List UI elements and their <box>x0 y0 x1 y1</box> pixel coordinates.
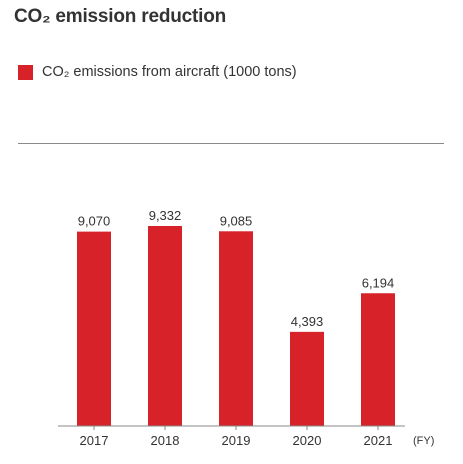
legend: CO₂ emissions from aircraft (1000 tons) <box>18 64 297 80</box>
bar-2018 <box>148 226 182 426</box>
bars: 9,070 9,332 9,085 4,393 6,194 <box>77 208 395 426</box>
bar-2020 <box>290 331 324 426</box>
x-tick-label-2018: 2018 <box>151 433 180 448</box>
chart-title: CO₂ emission reduction <box>14 6 227 27</box>
x-axis-ticks <box>93 426 379 430</box>
x-tick-label-2017: 2017 <box>80 433 109 448</box>
x-tick-label-2020: 2020 <box>293 433 322 448</box>
bar-2019 <box>219 231 253 426</box>
data-label-2018: 9,332 <box>149 208 182 223</box>
x-axis-labels: 2017 2018 2019 2020 2021 <box>80 433 393 448</box>
data-label-2017: 9,070 <box>78 214 111 229</box>
x-axis-unit-label: (FY) <box>413 435 434 447</box>
x-tick-label-2021: 2021 <box>364 433 393 448</box>
x-tick-label-2019: 2019 <box>222 433 251 448</box>
divider <box>18 143 444 144</box>
data-label-2020: 4,393 <box>291 314 324 329</box>
legend-label: CO₂ emissions from aircraft (1000 tons) <box>42 64 297 80</box>
bar-2017 <box>77 231 111 426</box>
legend-swatch <box>18 64 33 80</box>
bar-2021 <box>361 293 395 426</box>
data-label-2019: 9,085 <box>220 213 253 228</box>
data-label-2021: 6,194 <box>362 275 395 290</box>
